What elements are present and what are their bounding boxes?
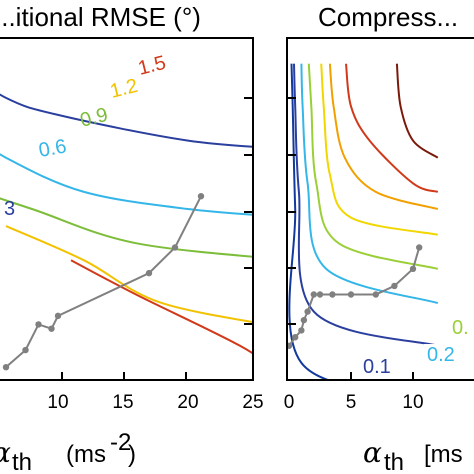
trajectory-point [197,192,205,200]
trajectory-point [298,327,305,334]
right-xlabel-unit: [ms [424,441,463,468]
left-xlabel-exp: -2 [110,429,131,456]
trajectory-point [292,334,299,341]
left-plot-area: 1.51.20.9 0.6 3 10 15 20 25 [0,37,264,413]
contour-label-0.3: 0. [452,317,469,339]
x-tick-label: 15 [112,392,133,413]
left-trajectory [2,192,205,371]
left-x-ticks: 10 15 20 25 [47,392,263,413]
trajectory-point [300,316,308,324]
x-tick-label: 5 [346,392,357,413]
right-panel-title: Compress... [318,2,458,32]
x-tick-label: 10 [402,392,423,413]
trajectory-point [54,312,62,320]
right-plot-area: 0. 0.2 0.1 0 5 10 [284,37,474,413]
right-trajectory [287,244,423,349]
contour-label-0.1: 0.1 [363,356,391,378]
contour-label-bg [360,356,400,378]
trajectory-point [304,308,311,315]
contour-label-0.2: 0.2 [427,344,455,366]
right-axes-frame [286,37,474,381]
x-tick-label: 0 [284,392,295,413]
left-contour-lines [0,93,253,355]
contour-label-bg [449,317,474,339]
trajectory-point [48,325,55,332]
left-x-axis-label: α th (ms -2 ) [0,429,136,474]
trajectory-point [145,269,153,277]
contour-line-0.3 [307,63,439,270]
trajectory-point [416,244,423,251]
trajectory-point [310,291,317,298]
contour-label-1.2: 1.2 [108,75,140,103]
left-contour-labels: 1.51.20.9 0.6 3 [4,52,168,220]
left-xlabel-alpha: α [0,436,11,469]
left-panel-title: ...itional RMSE (°) [0,2,201,32]
trajectory-point [329,291,336,298]
left-xlabel-close: ) [128,441,136,468]
contour-line-1.5 [70,259,253,355]
right-contour-labels: 0. 0.2 0.1 [360,317,474,378]
left-xlabel-sub: th [12,449,32,474]
left-y-ticks [61,97,253,380]
contour-label-bg [424,344,464,366]
contour-line-0.1 [293,63,439,347]
right-y-ticks [287,97,414,380]
contour-label-0.9: 0.9 [78,104,110,132]
trajectory-point [287,342,293,349]
trajectory-line [5,195,202,368]
contour-line-r3 [320,63,438,236]
trajectory-point [22,346,29,354]
trajectory-point [35,321,42,328]
contour-line-0.9 [0,197,253,258]
right-contour-lines [288,63,439,380]
trajectory-point [171,244,179,251]
contour-label-0.6: 0.6 [37,135,68,161]
trajectory-point [316,291,324,298]
x-tick-label: 20 [177,392,198,413]
x-tick-label: 10 [47,392,68,413]
right-x-axis-label: α th [ms [363,436,463,474]
contour-line-r1 [345,63,439,193]
contour-line-0.3 [0,93,253,148]
right-xlabel-alpha: α [363,436,382,469]
x-tick-label: 25 [242,392,263,413]
contour-line-1.2 [5,225,253,324]
contour-label-0.3: 3 [4,198,15,220]
trajectory-point [391,282,398,290]
right-x-ticks: 0 5 10 [284,392,424,413]
contour-line-0.2 [300,63,439,305]
trajectory-point [347,291,355,298]
trajectory-point [372,291,379,298]
trajectory-point [409,265,417,273]
contour-line-r2 [328,63,439,210]
contour-label-1.5: 1.5 [136,52,168,80]
right-xlabel-sub: th [384,449,404,474]
contour-line-r7 [288,63,332,380]
left-axes-frame [0,37,254,381]
contour-line-r0 [395,63,439,159]
left-xlabel-unit: (ms [66,441,106,468]
trajectory-point [2,363,10,371]
contour-line-0.6 [0,153,253,216]
